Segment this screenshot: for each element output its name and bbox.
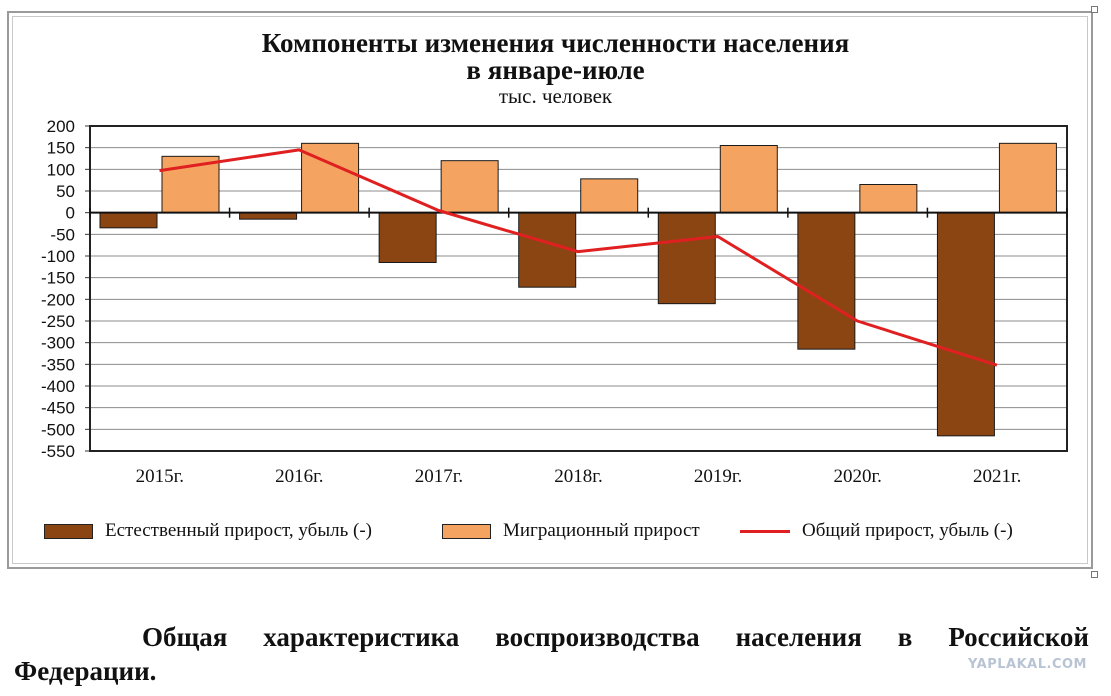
- caption-word-3: воспроизводства: [495, 622, 700, 652]
- caption-word-4: населения: [735, 622, 862, 652]
- legend-item-natural: Естественный прирост, убыль (-): [44, 520, 372, 542]
- bar-natural-2: [378, 212, 437, 264]
- caption-indent: [14, 620, 106, 654]
- line-total: [159, 148, 998, 367]
- bar-natural-6: [936, 212, 995, 437]
- bar-natural-0: [99, 212, 158, 229]
- caption-line1: Общая характеристика воспроизводства нас…: [14, 620, 1089, 654]
- legend-label-migration: Миграционный прирост: [503, 520, 700, 541]
- caption-word-1: Общая: [141, 622, 228, 652]
- plot-area: [90, 126, 1067, 451]
- bar-natural-4: [657, 212, 716, 305]
- x-tick-label-1: 2016г.: [275, 466, 323, 487]
- y-tick-label-2: 100: [47, 160, 75, 179]
- legend-label-natural: Естественный прирост, убыль (-): [105, 520, 372, 541]
- caption-word-5: в: [897, 622, 913, 652]
- caption-line2: Федерации.: [14, 656, 157, 686]
- bar-migration-6: [998, 142, 1057, 214]
- y-tick-label-15: -550: [41, 442, 75, 461]
- y-tick-label-9: -250: [41, 312, 75, 331]
- y-tick-label-0: 200: [47, 117, 75, 136]
- bar-natural-5: [797, 212, 856, 350]
- y-tick-label-11: -350: [41, 355, 75, 374]
- frame-handle-top-right: [1091, 6, 1098, 13]
- bar-natural-3: [518, 212, 577, 288]
- y-tick-label-6: -100: [41, 247, 75, 266]
- legend-swatch-migration: [442, 523, 491, 539]
- chart-plot: 200 150 100 50 0 -50 -100 -150 -200 -250 -300 -350 -…: [41, 117, 1068, 487]
- y-tick-label-4: 0: [66, 204, 75, 223]
- legend-item-migration: Миграционный прирост: [442, 520, 700, 542]
- bar-migration-2: [440, 160, 499, 214]
- x-tick-label-2: 2017г.: [415, 466, 463, 487]
- legend-label-total: Общий прирост, убыль (-): [802, 520, 1013, 541]
- y-tick-label-10: -300: [41, 334, 75, 353]
- x-tick-label-0: 2015г.: [136, 466, 184, 487]
- chart-title-line1: Компоненты изменения численности населен…: [261, 28, 850, 58]
- caption-word-6: Российской: [948, 622, 1089, 652]
- y-tick-label-3: 50: [56, 182, 75, 201]
- x-tick-label-3: 2018г.: [554, 466, 602, 487]
- legend-item-total: Общий прирост, убыль (-): [740, 520, 1013, 542]
- chart-frame-inner: [12, 16, 1088, 564]
- legend-swatch-total: [740, 529, 790, 533]
- plot-border: [89, 125, 1068, 452]
- y-tick-label-13: -450: [41, 399, 75, 418]
- y-tick-label-1: 150: [47, 139, 75, 158]
- x-tick-label-4: 2019г.: [694, 466, 742, 487]
- chart-subtitle: тыс. человек: [498, 84, 613, 108]
- caption-word-2: характеристика: [263, 622, 460, 652]
- x-tick-label-5: 2020г.: [833, 466, 881, 487]
- legend-swatch-natural: [44, 523, 93, 539]
- frame-handle-bottom-right: [1091, 571, 1098, 578]
- x-tick-label-6: 2021г.: [973, 466, 1021, 487]
- y-tick-label-8: -200: [41, 290, 75, 309]
- y-tick-label-7: -150: [41, 269, 75, 288]
- watermark: YAPLAKAL.COM: [968, 657, 1087, 672]
- bar-migration-3: [580, 178, 639, 214]
- bar-migration-5: [859, 184, 918, 214]
- y-tick-label-14: -500: [41, 420, 75, 439]
- chart-title-line2: в январе-июле: [466, 55, 645, 85]
- y-tick-label-12: -400: [41, 377, 75, 396]
- bar-migration-4: [719, 145, 778, 214]
- caption: Общая характеристика воспроизводства нас…: [14, 620, 1089, 688]
- y-tick-label-5: -50: [50, 225, 75, 244]
